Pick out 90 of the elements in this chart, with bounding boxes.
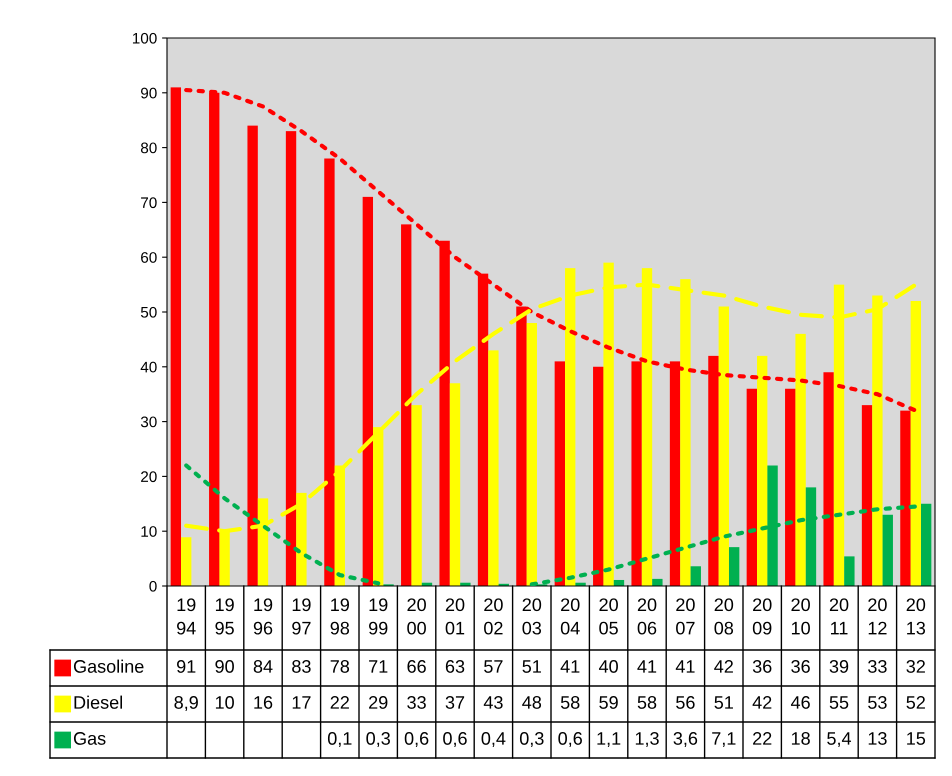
- data-label: 71: [369, 660, 388, 673]
- data-label: 59: [599, 696, 618, 709]
- data-label: 32: [906, 660, 925, 673]
- data-label: 43: [484, 696, 503, 709]
- data-label: 51: [522, 660, 541, 673]
- y-tick-label: 20: [141, 471, 157, 482]
- x-tick-label: 1996: [254, 598, 272, 635]
- data-label: 8,9: [174, 696, 198, 711]
- x-tick-label: 2001: [446, 598, 464, 635]
- legend-label: Diesel: [74, 696, 122, 709]
- data-label: 41: [637, 660, 656, 673]
- data-label: 42: [714, 660, 733, 673]
- data-label: 0,6: [443, 732, 467, 747]
- data-label: 13: [868, 732, 887, 745]
- y-tick-label: 60: [141, 252, 157, 263]
- data-label: 22: [330, 696, 349, 709]
- y-tick-label: 100: [132, 32, 157, 44]
- data-label: 51: [714, 696, 733, 709]
- data-label: 53: [868, 696, 887, 709]
- data-label: 83: [292, 660, 311, 673]
- x-tick-label: 1995: [215, 598, 234, 635]
- data-label: 10: [216, 696, 234, 709]
- data-label: 29: [369, 696, 388, 709]
- data-label: 0,4: [482, 732, 506, 747]
- y-tick-label: 50: [140, 306, 157, 318]
- y-tick-label: 0: [149, 580, 157, 592]
- legend-label: Gasoline: [74, 660, 144, 673]
- data-label: 5,4: [827, 732, 852, 747]
- data-label: 63: [446, 660, 464, 673]
- data-label: 0,6: [404, 732, 428, 747]
- data-label: 39: [830, 660, 848, 673]
- x-tick-label: 2008: [714, 598, 734, 635]
- data-label: 46: [790, 696, 810, 709]
- x-tick-label: 1994: [177, 598, 196, 635]
- data-label: 36: [752, 660, 772, 673]
- data-label: 41: [560, 660, 580, 673]
- x-tick-label: 2011: [830, 598, 848, 634]
- x-tick-label: 2010: [791, 598, 810, 635]
- data-label: 90: [215, 660, 234, 673]
- data-label: 57: [484, 660, 503, 673]
- x-tick-label: 2012: [868, 598, 887, 634]
- data-label: 1,1: [597, 732, 620, 747]
- x-tick-label: 2005: [599, 598, 618, 635]
- y-tick-label: 70: [141, 197, 157, 208]
- data-label: 56: [676, 696, 695, 709]
- x-tick-label: 2007: [676, 598, 695, 635]
- data-label: 42: [752, 696, 772, 709]
- x-tick-label: 2002: [484, 598, 503, 635]
- data-label: 0,3: [520, 732, 544, 747]
- data-label: 58: [560, 696, 580, 709]
- data-label: 48: [522, 696, 542, 709]
- y-tick-label: 80: [140, 142, 157, 154]
- y-tick-label: 40: [140, 362, 157, 372]
- data-label: 17: [292, 696, 311, 709]
- x-tick-label: 2006: [638, 598, 656, 635]
- data-label: 18: [792, 732, 810, 745]
- data-label: 0,6: [558, 732, 582, 747]
- x-tick-label: 2003: [522, 598, 542, 635]
- data-label: 37: [446, 696, 464, 709]
- data-label: 3,6: [674, 732, 698, 747]
- data-label: 55: [830, 696, 848, 709]
- legend-label: Gas: [74, 732, 106, 745]
- data-label: 66: [407, 660, 426, 673]
- data-label: 91: [177, 660, 196, 673]
- data-label: 15: [907, 732, 926, 745]
- data-label: 36: [791, 660, 810, 673]
- x-tick-label: 2009: [752, 598, 772, 635]
- data-label: 7,1: [712, 732, 736, 747]
- data-label: 78: [330, 660, 350, 673]
- y-tick-label: 30: [140, 416, 157, 428]
- data-label: 52: [906, 696, 925, 709]
- data-label: 58: [638, 696, 656, 709]
- data-label: 22: [753, 732, 772, 745]
- x-tick-label: 1998: [330, 598, 350, 635]
- data-label: 16: [254, 696, 272, 709]
- x-tick-label: 2000: [407, 598, 426, 635]
- data-label: 0,3: [366, 732, 390, 747]
- x-tick-label: 1997: [292, 598, 311, 635]
- data-label: 33: [868, 660, 887, 673]
- y-tick-label: 10: [141, 526, 157, 537]
- data-label: 33: [407, 696, 426, 709]
- data-label: 1,3: [636, 732, 659, 747]
- y-tick-label: 90: [141, 88, 157, 98]
- x-tick-label: 2004: [560, 598, 580, 635]
- data-label: 84: [254, 660, 273, 673]
- data-label: 0,1: [328, 732, 352, 747]
- x-tick-label: 2013: [906, 598, 926, 635]
- data-label: 40: [598, 660, 618, 673]
- data-label: 41: [676, 660, 695, 673]
- x-tick-label: 1999: [369, 598, 388, 635]
